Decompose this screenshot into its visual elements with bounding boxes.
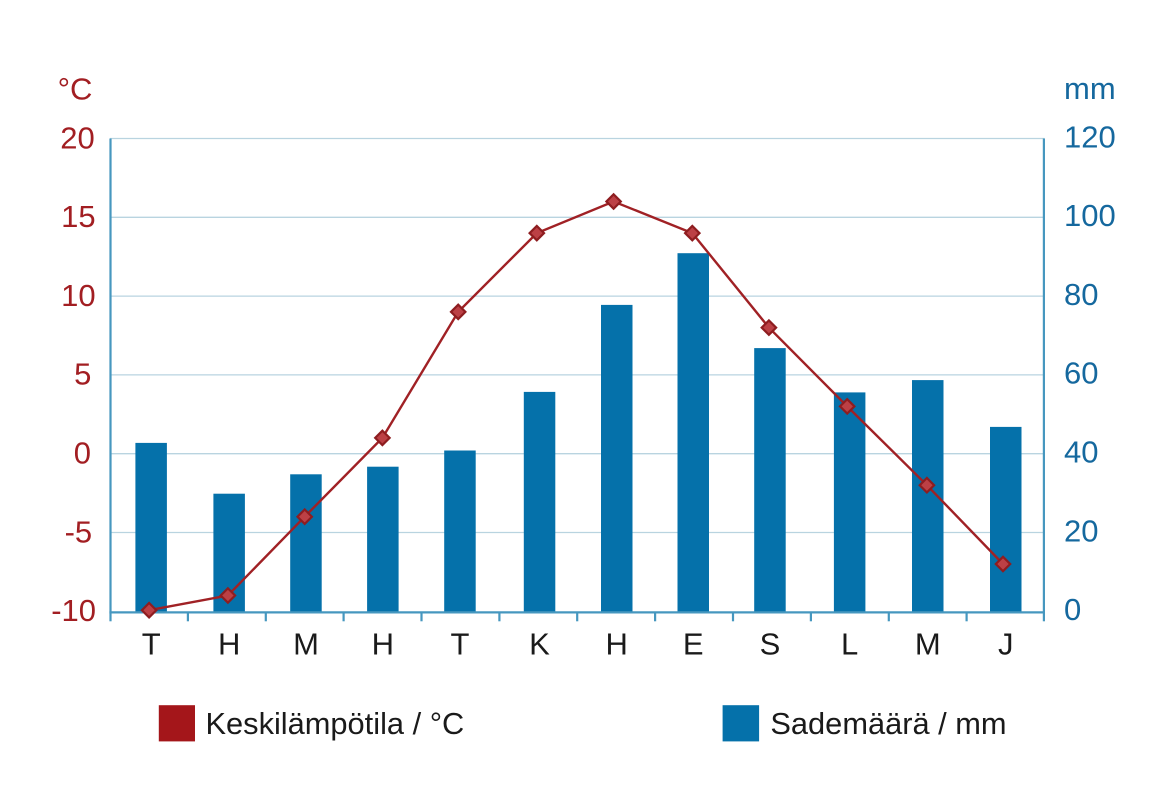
svg-text:-5: -5 (65, 514, 93, 549)
svg-text:M: M (915, 627, 941, 662)
svg-text:°C: °C (58, 71, 93, 106)
svg-text:Sademäärä / mm: Sademäärä / mm (770, 706, 1006, 741)
svg-text:K: K (529, 627, 550, 662)
svg-text:120: 120 (1064, 119, 1116, 154)
svg-text:20: 20 (60, 120, 94, 155)
svg-text:0: 0 (74, 436, 91, 471)
svg-text:80: 80 (1064, 277, 1098, 312)
svg-text:H: H (372, 627, 394, 662)
svg-text:-10: -10 (51, 593, 96, 628)
svg-text:T: T (142, 627, 161, 662)
svg-text:20: 20 (1064, 513, 1098, 548)
svg-text:H: H (218, 627, 240, 662)
svg-text:S: S (760, 627, 781, 662)
svg-text:100: 100 (1064, 198, 1116, 233)
svg-text:E: E (683, 627, 704, 662)
svg-text:10: 10 (61, 278, 95, 313)
svg-text:T: T (451, 627, 470, 662)
svg-text:60: 60 (1064, 356, 1098, 391)
svg-text:Keskilämpötila / °C: Keskilämpötila / °C (206, 706, 465, 741)
svg-text:mm: mm (1064, 71, 1116, 106)
svg-text:H: H (606, 627, 628, 662)
svg-text:40: 40 (1064, 435, 1098, 470)
svg-text:5: 5 (74, 357, 91, 392)
svg-text:15: 15 (61, 199, 95, 234)
svg-text:M: M (293, 627, 319, 662)
svg-text:J: J (998, 627, 1014, 662)
svg-text:L: L (841, 627, 858, 662)
svg-text:0: 0 (1064, 592, 1081, 627)
